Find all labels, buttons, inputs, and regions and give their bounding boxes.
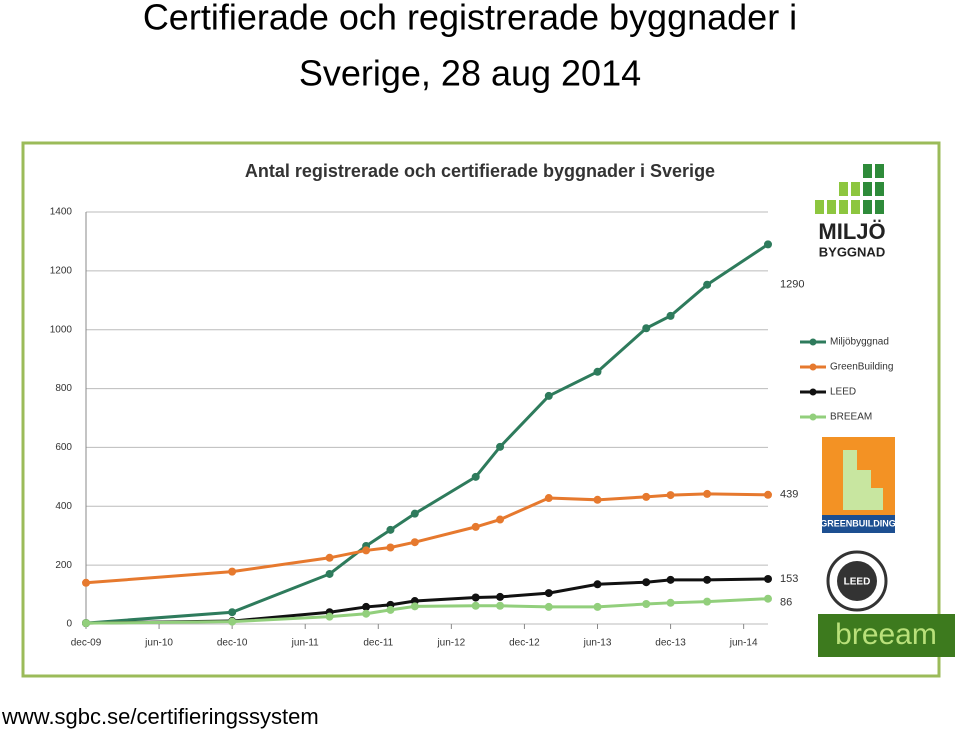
data-point: [593, 367, 602, 376]
data-point: [666, 311, 675, 320]
data-point: [325, 612, 334, 621]
data-point: [666, 598, 675, 607]
legend-marker: [809, 338, 817, 346]
logo-text: BYGGNAD: [819, 244, 885, 259]
data-point: [82, 619, 90, 628]
legend-marker: [809, 413, 817, 421]
data-point: [471, 593, 480, 602]
greenbuilding-logo: GREENBUILDING: [820, 437, 896, 533]
data-point: [228, 567, 237, 576]
data-point: [764, 490, 772, 499]
legend-marker: [809, 388, 817, 396]
y-tick-label: 1200: [50, 265, 73, 276]
data-point: [386, 525, 395, 534]
breeam-logo: breeam: [818, 614, 955, 657]
logo-text: MILJÖ: [818, 219, 885, 244]
legend-marker: [809, 363, 817, 371]
logo-text: breeam: [835, 618, 937, 651]
x-tick-label: jun-10: [144, 638, 173, 649]
x-tick-label: jun-13: [583, 638, 612, 649]
slide-title: Sverige, 28 aug 2014: [299, 53, 641, 94]
data-point: [496, 601, 505, 610]
data-point: [471, 601, 480, 610]
data-point: [362, 609, 371, 618]
chart-title: Antal registrerade och certifierade bygg…: [245, 161, 715, 181]
y-tick-label: 400: [55, 501, 72, 512]
slide-title: Certifierade och registrerade byggnader …: [143, 0, 797, 38]
y-tick-label: 0: [66, 619, 72, 630]
legend-label: LEED: [830, 387, 856, 398]
legend-label: GreenBuilding: [830, 362, 893, 373]
data-point: [496, 515, 505, 524]
data-point: [642, 324, 651, 333]
data-point: [228, 608, 237, 617]
series-line: [85, 577, 769, 625]
data-label: 86: [780, 597, 792, 609]
data-point: [325, 553, 334, 562]
data-point: [764, 240, 772, 249]
data-label: 1290: [780, 278, 804, 290]
data-point: [703, 489, 712, 498]
series-line: [85, 492, 769, 585]
legend-label: BREEAM: [830, 412, 872, 423]
x-tick-label: dec-09: [71, 638, 102, 649]
y-tick-label: 1000: [50, 324, 73, 335]
logo-text: GREENBUILDING: [820, 518, 896, 528]
data-point: [471, 522, 480, 531]
data-point: [764, 574, 772, 583]
legend-label: Miljöbyggnad: [830, 337, 889, 348]
x-tick-label: jun-14: [729, 638, 758, 649]
data-point: [544, 602, 553, 611]
data-point: [703, 597, 712, 606]
data-point: [642, 492, 651, 501]
data-point: [362, 546, 371, 555]
series-line: [85, 597, 769, 625]
data-point: [386, 543, 395, 552]
data-point: [593, 495, 602, 504]
y-tick-label: 800: [55, 383, 72, 394]
x-tick-label: dec-13: [655, 638, 686, 649]
data-point: [82, 578, 90, 587]
leed-logo: LEED: [826, 550, 888, 612]
y-tick-label: 600: [55, 442, 72, 453]
data-label: 439: [780, 489, 798, 501]
data-point: [410, 509, 419, 518]
data-point: [496, 592, 505, 601]
data-point: [386, 605, 395, 614]
data-point: [544, 391, 553, 400]
data-point: [703, 575, 712, 584]
x-tick-label: jun-11: [291, 638, 319, 649]
x-tick-label: dec-11: [363, 638, 393, 649]
logo-text: LEED: [844, 577, 871, 588]
data-point: [228, 617, 237, 626]
data-point: [666, 575, 675, 584]
data-point: [496, 442, 505, 451]
data-point: [471, 472, 480, 481]
data-point: [666, 491, 675, 500]
data-point: [325, 569, 334, 578]
data-point: [593, 580, 602, 589]
chart-frame: [21, 141, 941, 678]
y-tick-label: 1400: [50, 207, 73, 218]
data-point: [642, 578, 651, 587]
x-tick-label: dec-12: [509, 638, 540, 649]
data-label: 153: [780, 573, 798, 585]
data-point: [764, 594, 772, 603]
x-tick-label: jun-12: [436, 638, 465, 649]
x-tick-label: dec-10: [217, 638, 248, 649]
data-point: [642, 599, 651, 608]
data-point: [544, 589, 553, 598]
data-point: [410, 602, 419, 611]
data-point: [410, 538, 419, 547]
series-line: [85, 243, 769, 625]
miljo-logo: MILJÖ BYGGNAD: [815, 164, 886, 259]
footer: www.sgbc.se/certifieringssystem: [1, 704, 319, 729]
data-point: [703, 280, 712, 289]
data-point: [544, 494, 553, 503]
data-point: [362, 602, 371, 611]
data-point: [593, 602, 602, 611]
y-tick-label: 200: [55, 560, 72, 571]
